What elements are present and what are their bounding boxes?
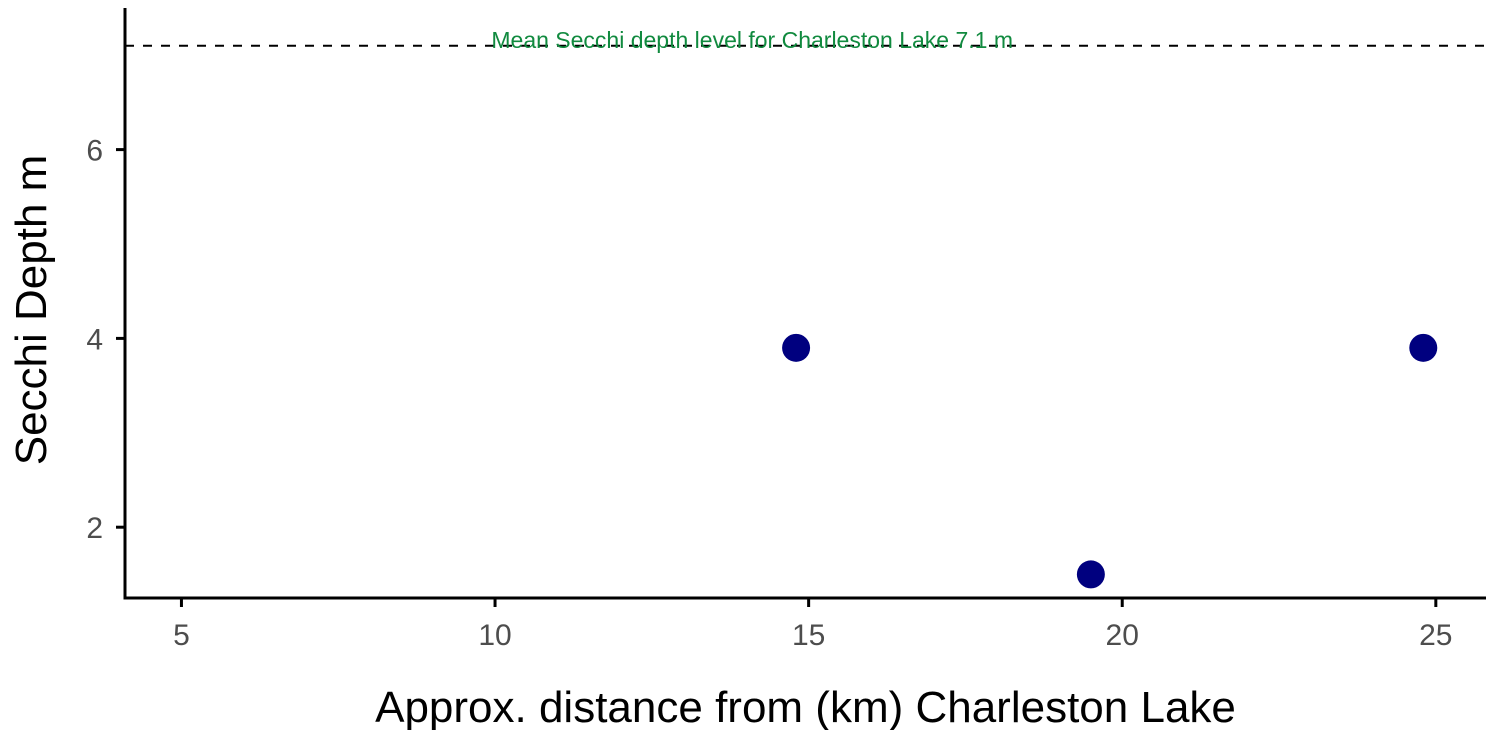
x-axis-title: Approx. distance from (km) Charleston La…	[375, 683, 1236, 730]
data-point	[782, 333, 811, 362]
data-point	[1409, 333, 1438, 362]
y-tick-label: 4	[86, 323, 103, 356]
y-tick-label: 6	[86, 135, 103, 168]
y-tick-label: 2	[86, 512, 103, 545]
x-axis-ticks: 5 10 15 20 25	[173, 598, 1453, 652]
mean-reference-label: Mean Secchi depth level for Charleston L…	[491, 27, 1013, 53]
y-axis-title: Secchi Depth m	[7, 155, 56, 466]
x-tick-label: 10	[478, 619, 511, 652]
data-point	[1076, 560, 1105, 589]
x-tick-label: 20	[1106, 619, 1139, 652]
reference-layer: Mean Secchi depth level for Charleston L…	[125, 27, 1486, 53]
data-points	[782, 333, 1438, 589]
x-tick-label: 5	[173, 619, 190, 652]
y-axis-ticks: 2 4 6	[86, 135, 125, 545]
x-tick-label: 25	[1419, 619, 1452, 652]
x-tick-label: 15	[792, 619, 825, 652]
axes: 2 4 6 5 10 15 20 25	[86, 8, 1486, 652]
